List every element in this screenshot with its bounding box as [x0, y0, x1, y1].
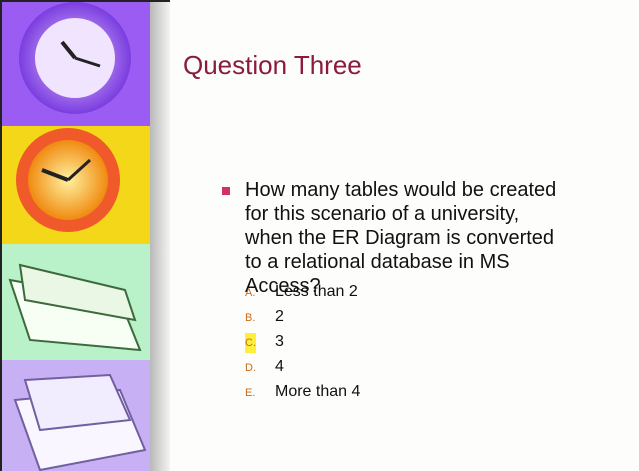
question-line: to a relational database in MS — [245, 250, 510, 274]
side-images — [0, 0, 170, 471]
title: Question Three — [183, 50, 362, 81]
slide: Question Three How many tables would be … — [0, 0, 639, 471]
option-letter: A. — [245, 283, 255, 303]
option-text: More than 4 — [275, 382, 360, 402]
option-text: 2 — [275, 307, 284, 327]
option-letter: B. — [245, 308, 255, 328]
option-text: 4 — [275, 357, 284, 377]
question-line: when the ER Diagram is converted — [245, 226, 554, 250]
option-letter: E. — [245, 383, 255, 403]
option-letter: C. — [245, 333, 256, 353]
option-text: Less than 2 — [275, 282, 358, 302]
option-text: 3 — [275, 332, 284, 352]
option-letter: D. — [245, 358, 256, 378]
question-line: for this scenario of a university, — [245, 202, 519, 226]
question-line: How many tables would be created — [245, 178, 556, 202]
bullet — [222, 187, 230, 195]
